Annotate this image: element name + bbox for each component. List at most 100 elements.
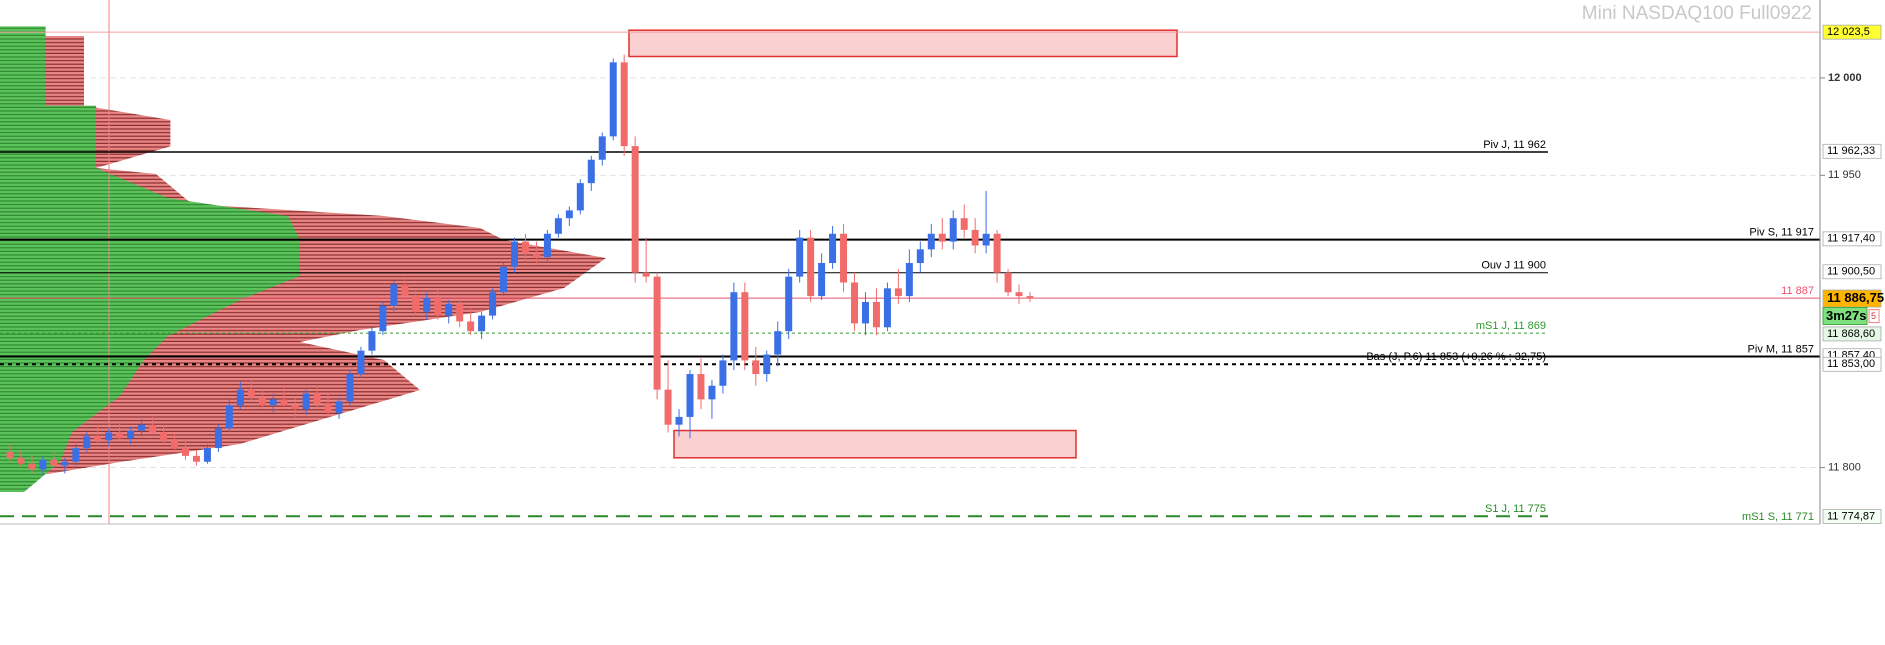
- levels: Piv J, 11 962 Piv S, 11 917 Ouv J 11 900 11…: [0, 31, 1820, 523]
- price-label-box: [1822, 509, 1882, 524]
- candle-body: [664, 389, 672, 425]
- candle-body: [982, 233, 990, 246]
- y-tick-label: 11 950: [1828, 169, 1861, 181]
- level-label: mS1 J, 11 869: [1476, 320, 1546, 332]
- zone: [628, 29, 1178, 58]
- candle-body: [346, 374, 354, 402]
- price-label: 11 962,33: [1827, 145, 1875, 157]
- candle-body: [960, 218, 968, 230]
- candle-body: [489, 292, 497, 316]
- y-tick-label: 12 000: [1828, 72, 1862, 84]
- level-label: Piv S, 11 917: [1749, 227, 1814, 239]
- candle-body: [456, 303, 464, 322]
- candle-body: [313, 393, 321, 404]
- timer: 3m27s: [1826, 308, 1866, 323]
- price-label-box: [1822, 264, 1882, 280]
- candle-body: [467, 321, 475, 332]
- chart-title: Mini NASDAQ100 Full0922: [1582, 3, 1812, 24]
- candle-body: [708, 385, 716, 400]
- candle-body: [576, 183, 584, 211]
- candle-body: [357, 350, 365, 375]
- grid: [0, 77, 1820, 469]
- candle-body: [840, 233, 848, 283]
- candle-body: [511, 241, 519, 267]
- candle-body: [883, 288, 891, 328]
- price-label: 11 900,50: [1827, 266, 1875, 278]
- candle-body: [127, 430, 135, 439]
- candle-body: [379, 305, 387, 332]
- timer-tag-box: [1868, 309, 1880, 324]
- candle-body: [138, 424, 146, 431]
- level-label: Ouv J 11 900: [1481, 260, 1546, 272]
- candle-body: [642, 272, 650, 277]
- candle-body: [324, 403, 332, 414]
- candle-body: [17, 457, 25, 464]
- candle-body: [774, 331, 782, 355]
- candle-body: [785, 276, 793, 332]
- candle-body: [598, 136, 606, 160]
- candle-body: [280, 399, 288, 406]
- candle-body: [258, 397, 266, 406]
- candle-body: [697, 374, 705, 400]
- candle-body: [521, 241, 529, 254]
- price-label: 11 917,40: [1827, 233, 1875, 245]
- candle-body: [269, 399, 277, 406]
- profile-sell: [0, 36, 606, 475]
- level-label: Bas (J, P.6) 11 853 (+0,26 % ; 32,75): [1366, 351, 1546, 363]
- candle-body: [423, 298, 431, 312]
- candle-body: [1015, 292, 1023, 297]
- candle-body: [225, 405, 233, 429]
- candle-body: [83, 436, 91, 449]
- level-label: mS1 S, 11 771: [1742, 511, 1814, 523]
- candle-body: [478, 315, 486, 332]
- candle-body: [412, 296, 420, 312]
- candle-body: [214, 428, 222, 449]
- candle-body: [752, 360, 760, 375]
- candle-body: [861, 301, 869, 324]
- price-label: 11 868,60: [1827, 328, 1875, 340]
- candle-body: [565, 210, 573, 219]
- candle-body: [1026, 296, 1034, 299]
- price-label: 11 774,87: [1827, 510, 1875, 522]
- candle-body: [620, 62, 628, 147]
- candle-body: [445, 303, 453, 316]
- candle-body: [916, 249, 924, 263]
- candle-body: [236, 389, 244, 406]
- candle-body: [543, 233, 551, 258]
- candle-body: [181, 448, 189, 456]
- candle-body: [39, 459, 47, 470]
- candle-body: [390, 284, 398, 306]
- candle-body: [818, 263, 826, 297]
- candle-body: [993, 233, 1001, 273]
- candle-body: [675, 416, 683, 425]
- price-label: 11 853,00: [1827, 358, 1875, 370]
- volume-profile: [0, 26, 606, 493]
- candle-body: [368, 331, 376, 351]
- level-label: Piv M, 11 857: [1748, 343, 1814, 355]
- zone: [673, 429, 1077, 459]
- candle-body: [763, 354, 771, 375]
- price-label-box: [1822, 24, 1882, 40]
- candle-body: [851, 282, 859, 324]
- candle-body: [894, 288, 902, 297]
- price-label: 11 886,75: [1827, 290, 1884, 305]
- timer-box: [1822, 307, 1868, 326]
- timer-tag: 5: [1871, 311, 1876, 321]
- candle-body: [1004, 272, 1012, 293]
- price-label-box: [1822, 356, 1882, 372]
- candle-body: [719, 360, 727, 386]
- candle-body: [653, 276, 661, 390]
- candle-body: [61, 461, 69, 466]
- candle-body: [192, 455, 200, 462]
- profile-buy: [0, 26, 300, 493]
- candle-body: [160, 432, 168, 441]
- candle-body: [730, 292, 738, 361]
- candle-body: [554, 218, 562, 234]
- candle-body: [94, 436, 102, 441]
- candle-body: [302, 393, 310, 410]
- candle-body: [247, 389, 255, 398]
- zones: [628, 29, 1178, 459]
- candle-body: [500, 266, 508, 293]
- price-label: 12 023,5: [1827, 26, 1870, 38]
- candle-body: [116, 432, 124, 439]
